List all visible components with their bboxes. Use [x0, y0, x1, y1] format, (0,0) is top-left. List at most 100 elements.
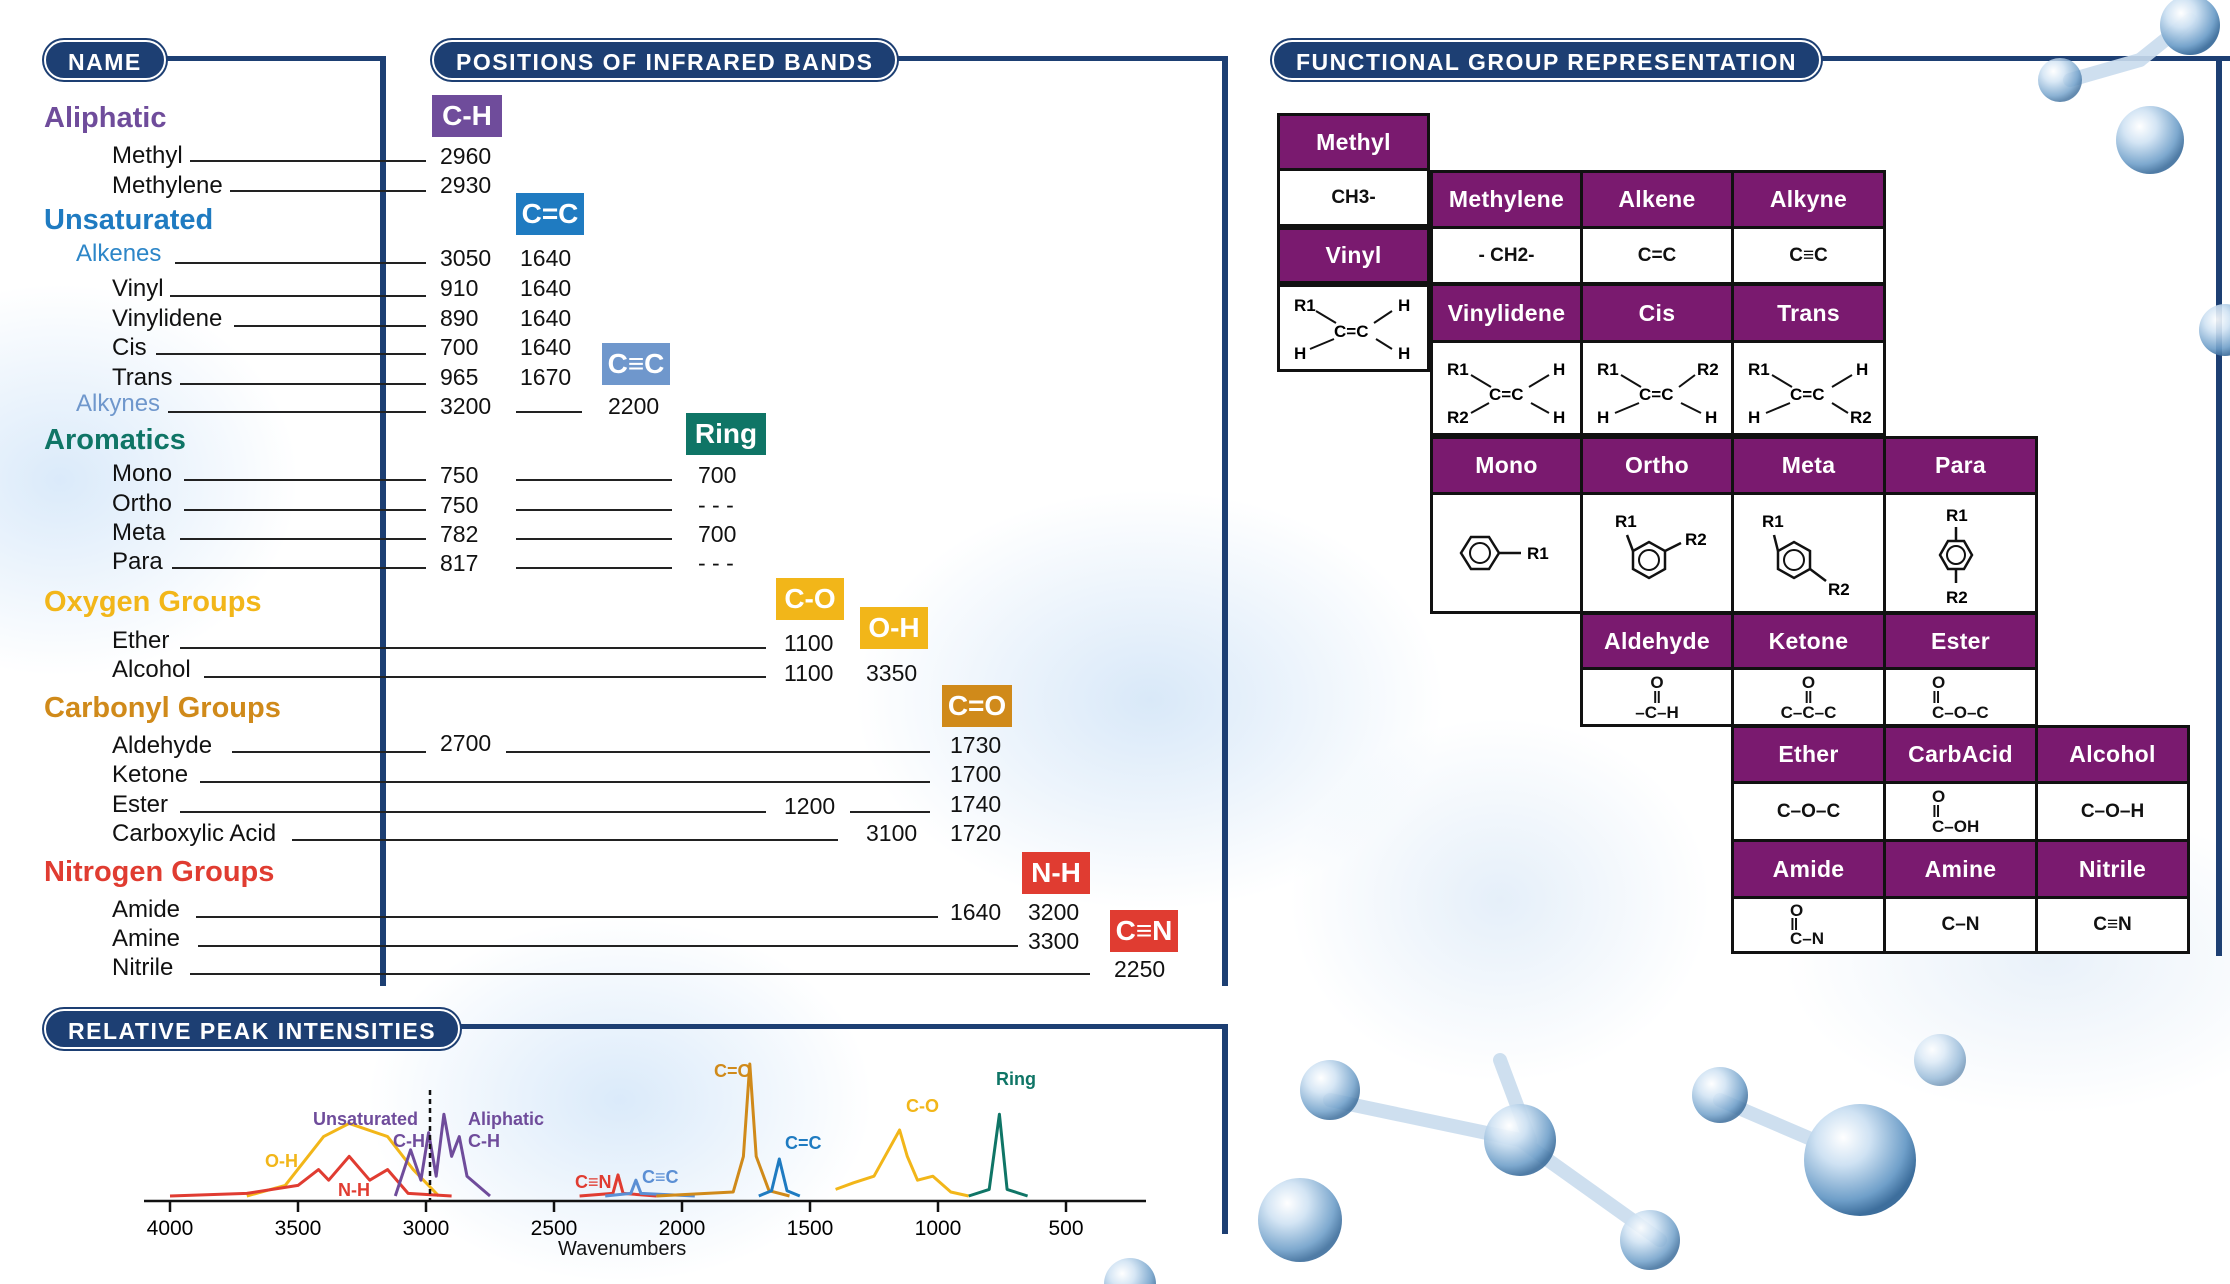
fg-trans-header: Trans [1731, 283, 1886, 343]
sphere [2199, 304, 2230, 356]
fg-para-header: Para [1883, 436, 2038, 495]
ester-formula-text: C–O–C [1932, 702, 1989, 722]
cat-alkynes: Alkynes [76, 390, 161, 417]
value-aldehyde-ch: 2700 [440, 730, 492, 756]
cat-alkenes: Alkenes [76, 240, 162, 267]
fg-meta-header: Meta [1731, 436, 1886, 495]
peak-label-unsaturated: Unsaturated [313, 1109, 419, 1129]
positions-frame-top [880, 56, 1228, 61]
svg-text:C=C: C=C [1489, 385, 1523, 404]
leader [180, 647, 766, 649]
sphere [2038, 58, 2082, 102]
name-nitrile: Nitrile [112, 954, 174, 981]
value-alkenes-ch: 3050 [440, 245, 492, 271]
leader [292, 839, 838, 841]
fg-ketone-formula: O ‖ C–C–C [1731, 667, 1886, 727]
fg-ether-formula: C–O–C [1731, 781, 1886, 842]
cat-aromatics: Aromatics [44, 424, 186, 456]
carbonyl-oxygen: O [1932, 787, 1946, 806]
spectrum-chart: 4000 3500 3000 2500 2000 1500 1000 500 [144, 1062, 1146, 1240]
value-nitrile-cn: 2250 [1114, 956, 1166, 982]
leader [184, 479, 426, 481]
spectrum-series-8 [968, 1112, 1029, 1198]
value-vinyl-ch: 910 [440, 275, 479, 301]
svg-text:R2: R2 [1697, 360, 1719, 379]
svg-text:R2: R2 [1850, 408, 1872, 427]
value-aldehyde-co: 1730 [950, 732, 1002, 758]
sphere [2116, 106, 2184, 174]
spectrum-series-1 [169, 1154, 452, 1198]
value-carboxylic-co: 1720 [950, 820, 1002, 846]
peak-label-cc-triple: C≡C [642, 1167, 679, 1187]
positions-header: POSITIONS OF INFRARED BANDS [432, 40, 898, 80]
carbonyl-oxygen: O [1801, 672, 1816, 692]
spectrum-series-4 [605, 1178, 695, 1198]
leader [234, 325, 426, 327]
fg-ortho-header: Ortho [1580, 436, 1734, 495]
x-tick-label: 1000 [915, 1217, 962, 1240]
sphere [1914, 1034, 1966, 1086]
leader [204, 676, 766, 678]
value-mono-ring: 700 [698, 462, 737, 488]
leader [516, 411, 582, 413]
value-alcohol-oh: 3350 [866, 660, 918, 686]
fg-nitrile-formula: C≡N [2035, 896, 2190, 954]
fg-nitrile-header: Nitrile [2035, 839, 2190, 899]
x-tick-label: 2000 [659, 1217, 706, 1240]
value-trans-cc: 1670 [520, 364, 572, 390]
value-methyl-ch: 2960 [440, 143, 492, 169]
svg-text:R1: R1 [1615, 512, 1637, 531]
svg-text:H: H [1398, 344, 1410, 363]
value-meta-ch: 782 [440, 521, 479, 547]
cat-unsaturated: Unsaturated [44, 204, 214, 236]
fg-para-structure: R1 R2 [1883, 492, 2038, 614]
name-amide: Amide [112, 896, 181, 923]
x-tick-label: 3000 [403, 1217, 450, 1240]
sphere [2160, 0, 2220, 55]
cat-oxygen: Oxygen Groups [44, 586, 262, 618]
name-mono: Mono [112, 460, 173, 487]
cat-carbonyl: Carbonyl Groups [44, 692, 281, 724]
leader [180, 538, 426, 540]
svg-text:R1: R1 [1447, 360, 1469, 379]
value-vinyl-cc: 1640 [520, 275, 572, 301]
leader [506, 751, 930, 753]
peak-label-cc-double: C=C [785, 1133, 822, 1153]
leader [180, 383, 426, 385]
fg-frame-right [2216, 56, 2222, 956]
value-para-ch: 817 [440, 550, 479, 576]
x-tick-label: 2500 [531, 1217, 578, 1240]
sphere [1258, 1178, 1342, 1262]
value-vinylidene-cc: 1640 [520, 305, 572, 331]
peak-label-nh: N-H [338, 1180, 370, 1200]
svg-text:H: H [1597, 408, 1609, 427]
fg-vinylidene-header: Vinylidene [1430, 283, 1583, 343]
sphere [1620, 1210, 1680, 1270]
leader [516, 509, 672, 511]
name-ester: Ester [112, 791, 169, 818]
name-vinyl: Vinyl [112, 275, 164, 302]
value-trans-ch: 965 [440, 364, 479, 390]
value-amide-nh: 3200 [1028, 899, 1080, 925]
value-ester-c-o: 1200 [784, 793, 836, 819]
svg-text:H: H [1294, 344, 1306, 363]
value-para-ring: - - - [698, 550, 734, 576]
fg-vinylidene-structure: R1 H R2 H C=C [1430, 340, 1583, 436]
intensity-frame-right [1222, 1024, 1228, 1234]
value-methylene-ch: 2930 [440, 172, 492, 198]
value-vinylidene-ch: 890 [440, 305, 479, 331]
intensities-header: RELATIVE PEAK INTENSITIES [44, 1009, 461, 1049]
name-methylene: Methylene [112, 172, 223, 199]
value-alkynes-ch: 3200 [440, 393, 492, 419]
value-ketone-co: 1700 [950, 761, 1002, 787]
band-cc-double: C=C [516, 193, 584, 235]
peak-label-oh: O-H [265, 1151, 298, 1171]
leader [200, 781, 930, 783]
fg-alkene-formula: C=C [1580, 226, 1734, 285]
value-ether-co: 1100 [784, 630, 834, 656]
name-carboxylic: Carboxylic Acid [112, 820, 277, 847]
fg-vinyl-structure: R1 H H H C=C [1277, 284, 1430, 372]
fg-aldehyde-header: Aldehyde [1580, 612, 1734, 670]
band-oh: O-H [860, 607, 928, 649]
leader [175, 262, 426, 264]
